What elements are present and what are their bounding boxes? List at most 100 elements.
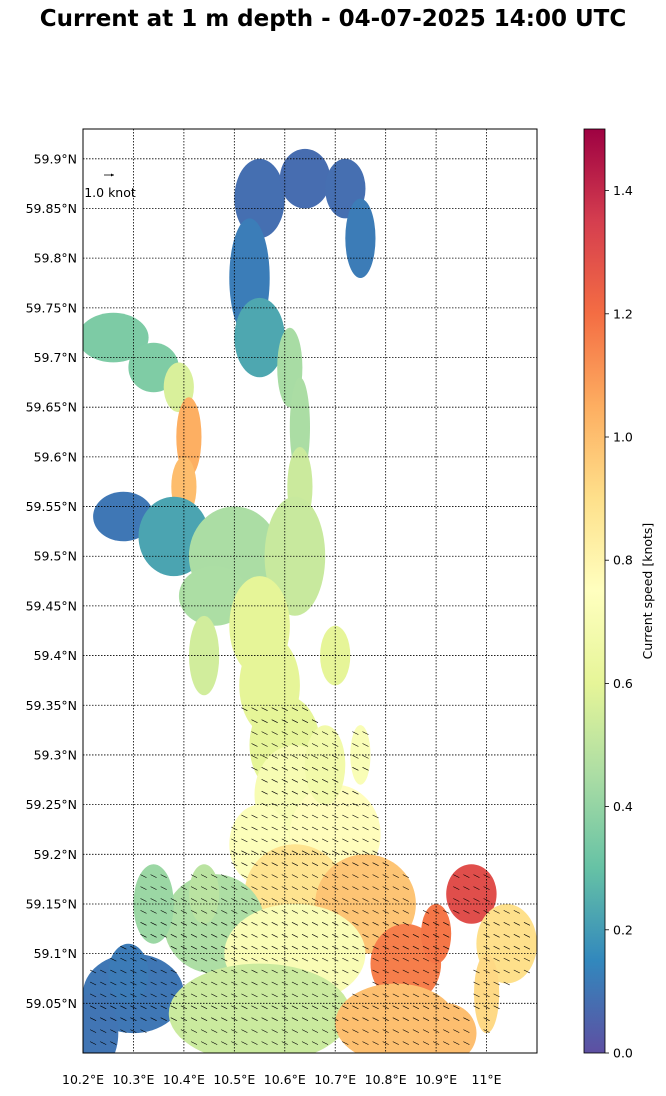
current-arrow [170, 993, 177, 998]
current-arrow [100, 1041, 107, 1045]
water-patch [168, 963, 351, 1053]
current-arrow [100, 969, 107, 974]
current-arrow [483, 910, 490, 914]
current-arrow [251, 743, 258, 747]
current-arrow [321, 767, 329, 771]
x-tick-label: 10.9°E [415, 1072, 457, 1087]
current-arrow [342, 850, 349, 855]
current-arrow [342, 1041, 349, 1045]
current-arrow [120, 969, 127, 974]
current-arrow [261, 719, 268, 723]
current-arrow [180, 922, 188, 926]
current-arrow [382, 1029, 389, 1033]
current-arrow [321, 981, 329, 986]
y-tick-label: 59.85°N [26, 201, 77, 216]
current-arrow [291, 993, 299, 998]
current-arrow [342, 934, 349, 938]
colorbar-tick-label: 0.2 [613, 922, 633, 937]
current-arrow [321, 969, 329, 974]
current-arrow [453, 1041, 460, 1045]
current-arrow [211, 969, 218, 974]
water-patch [234, 158, 285, 239]
current-arrow [261, 862, 268, 866]
current-arrow [241, 898, 248, 902]
current-arrow [120, 1029, 127, 1033]
current-arrow [251, 874, 258, 878]
current-arrow [211, 1041, 218, 1045]
current-arrow [241, 874, 248, 878]
current-arrow [432, 1029, 440, 1033]
current-arrow [301, 862, 309, 866]
current-arrow [402, 957, 409, 962]
current-arrow [251, 838, 258, 843]
current-arrow [332, 1017, 339, 1021]
current-arrow [241, 886, 248, 890]
current-arrow [241, 1005, 248, 1010]
current-arrow [211, 981, 218, 986]
current-arrow [311, 814, 319, 819]
current-arrow [402, 969, 409, 974]
water-patch [93, 491, 154, 542]
colorbar: 0.0 0.2 0.4 0.6 0.8 1.0 1.2 1.4 Current speed [k… [583, 128, 655, 1061]
current-arrow [241, 945, 248, 950]
current-arrow [352, 945, 359, 950]
current-arrow [422, 1005, 430, 1010]
current-arrow [392, 981, 399, 986]
current-arrow [342, 814, 349, 819]
current-arrow [453, 1017, 460, 1021]
current-arrow [180, 1017, 188, 1021]
current-arrow [392, 969, 399, 974]
current-arrow [412, 1029, 420, 1033]
current-arrow [432, 981, 440, 986]
current-arrow [130, 1029, 137, 1033]
current-arrow [392, 993, 399, 998]
current-arrow [311, 910, 319, 914]
current-arrow [140, 993, 147, 998]
current-arrow [463, 1017, 470, 1021]
current-arrow [342, 922, 349, 926]
water-patch [345, 198, 376, 278]
current-arrow [362, 731, 369, 735]
y-tick-label: 59.05°N [26, 996, 77, 1011]
current-arrow [211, 957, 218, 962]
current-arrow [321, 814, 329, 819]
current-arrow [241, 957, 248, 962]
current-arrow [321, 743, 329, 747]
current-arrow [352, 910, 359, 914]
current-arrow [231, 957, 238, 962]
current-arrow [321, 1005, 329, 1010]
current-arrow [523, 957, 531, 962]
current-arrow [503, 957, 510, 962]
current-arrow [140, 1017, 147, 1021]
current-arrow [100, 993, 107, 998]
y-tick-label: 59.45°N [26, 598, 77, 613]
y-tick-label: 59.8°N [34, 251, 77, 266]
current-arrow [271, 993, 278, 998]
current-arrow [483, 969, 490, 974]
current-arrow [362, 1041, 369, 1045]
current-arrow [251, 886, 258, 890]
current-arrow [89, 969, 97, 974]
current-arrow [332, 1005, 339, 1010]
x-tick-label: 10.7°E [314, 1072, 356, 1087]
current-arrow [190, 922, 198, 926]
current-arrow [412, 981, 420, 986]
current-arrow [352, 802, 359, 807]
current-arrow [200, 898, 208, 902]
current-arrow [432, 993, 440, 998]
current-arrow [422, 934, 430, 938]
current-arrow [301, 719, 309, 723]
current-arrow [372, 886, 379, 890]
current-arrow [251, 1005, 258, 1010]
current-arrow [311, 790, 319, 795]
current-arrow [231, 934, 238, 938]
current-arrow [342, 790, 349, 795]
current-arrow [372, 814, 379, 819]
current-arrow [382, 1017, 389, 1021]
water-patch [108, 943, 149, 1004]
current-arrow [483, 945, 490, 950]
current-arrow [241, 981, 248, 986]
current-arrow [463, 1041, 470, 1045]
current-arrow [281, 1017, 288, 1021]
current-arrow [251, 922, 258, 926]
